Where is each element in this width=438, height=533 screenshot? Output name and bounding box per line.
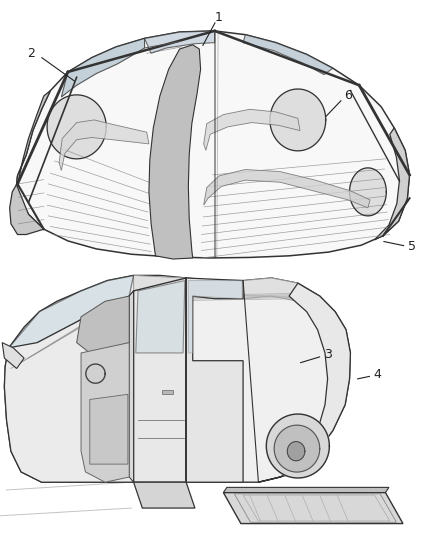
Polygon shape bbox=[9, 276, 134, 368]
Polygon shape bbox=[134, 278, 186, 482]
Polygon shape bbox=[4, 276, 350, 482]
Polygon shape bbox=[274, 425, 320, 472]
Text: 4: 4 bbox=[374, 368, 381, 381]
Text: 6: 6 bbox=[344, 90, 352, 102]
Polygon shape bbox=[4, 291, 134, 482]
Polygon shape bbox=[186, 278, 243, 482]
Polygon shape bbox=[134, 482, 195, 508]
Polygon shape bbox=[59, 120, 149, 171]
Polygon shape bbox=[149, 45, 201, 259]
Polygon shape bbox=[287, 442, 305, 461]
Polygon shape bbox=[258, 283, 350, 482]
Polygon shape bbox=[266, 414, 329, 478]
Polygon shape bbox=[270, 89, 326, 151]
Polygon shape bbox=[350, 168, 386, 216]
Polygon shape bbox=[77, 296, 129, 353]
Text: 5: 5 bbox=[408, 240, 416, 253]
Polygon shape bbox=[81, 343, 129, 482]
Polygon shape bbox=[129, 291, 134, 482]
Polygon shape bbox=[204, 169, 370, 208]
Polygon shape bbox=[90, 394, 128, 464]
Polygon shape bbox=[2, 343, 24, 368]
Polygon shape bbox=[61, 38, 145, 97]
Bar bbox=[162, 390, 173, 394]
Polygon shape bbox=[204, 109, 300, 150]
Polygon shape bbox=[374, 128, 410, 240]
Polygon shape bbox=[134, 276, 298, 301]
Polygon shape bbox=[223, 487, 389, 492]
Text: 1: 1 bbox=[215, 11, 223, 24]
Polygon shape bbox=[10, 91, 50, 235]
Polygon shape bbox=[243, 35, 333, 75]
Polygon shape bbox=[223, 492, 403, 523]
Polygon shape bbox=[47, 95, 106, 159]
Text: 2: 2 bbox=[28, 47, 35, 60]
Polygon shape bbox=[188, 280, 242, 353]
Polygon shape bbox=[145, 31, 215, 53]
Polygon shape bbox=[17, 31, 410, 258]
Polygon shape bbox=[136, 280, 185, 353]
Text: 3: 3 bbox=[324, 348, 332, 361]
